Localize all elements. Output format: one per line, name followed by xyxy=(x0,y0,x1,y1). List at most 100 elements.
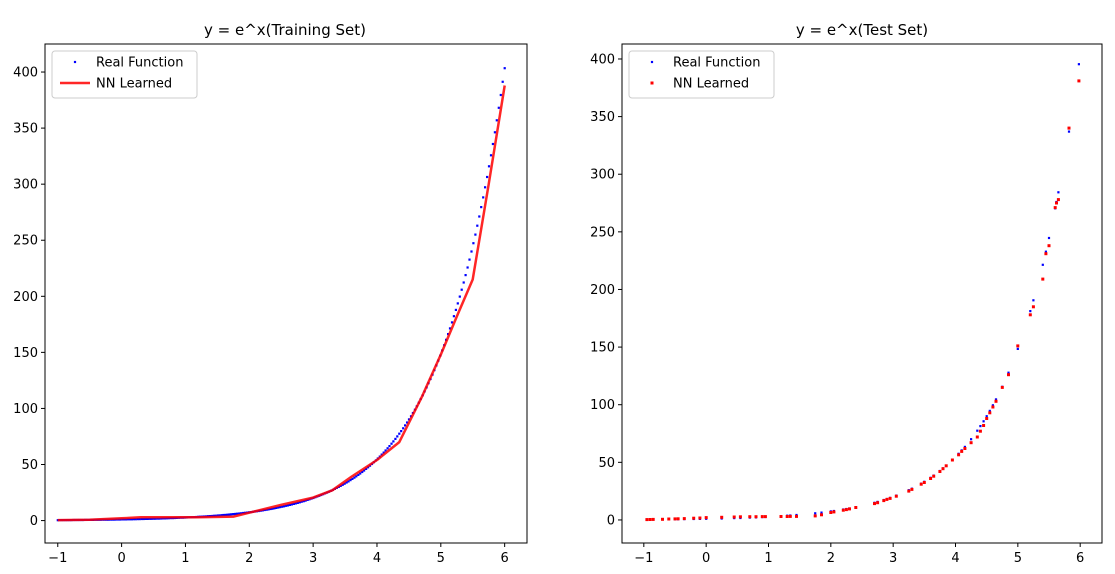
data-point xyxy=(394,437,397,440)
legend-point-marker xyxy=(73,60,77,64)
data-point xyxy=(400,430,403,433)
x-tick-label: 3 xyxy=(889,551,897,566)
data-point xyxy=(876,501,880,505)
data-point xyxy=(957,453,961,457)
data-point xyxy=(283,505,286,508)
y-tick-label: 0 xyxy=(30,514,38,529)
legend-box xyxy=(628,50,775,99)
data-point xyxy=(848,507,851,511)
data-point xyxy=(985,415,988,418)
data-point xyxy=(888,496,892,500)
legend: Real Function NN Learned xyxy=(628,50,775,99)
data-point xyxy=(472,242,475,245)
data-point xyxy=(1016,347,1019,350)
data-point xyxy=(240,512,243,515)
data-point xyxy=(140,517,143,521)
data-point xyxy=(150,517,153,520)
data-point xyxy=(234,512,237,515)
data-point xyxy=(907,489,911,493)
data-point xyxy=(1007,373,1010,377)
x-tick-label: 2 xyxy=(827,551,835,566)
x-tick-label: 6 xyxy=(501,551,509,566)
data-point xyxy=(365,467,368,470)
data-point xyxy=(224,513,227,516)
data-point xyxy=(271,507,274,510)
y-tick-label: 0 xyxy=(607,513,615,528)
data-point xyxy=(994,399,998,403)
data-point xyxy=(1047,236,1051,240)
x-tick-label: 1 xyxy=(181,551,189,566)
y-tick-label: 400 xyxy=(13,66,38,81)
data-point xyxy=(468,258,471,261)
data-point xyxy=(988,409,991,412)
data-point xyxy=(1057,191,1060,194)
data-point xyxy=(732,515,736,519)
x-tick-label: −1 xyxy=(634,551,653,566)
data-point xyxy=(1000,385,1004,389)
legend: Real Function NN Learned xyxy=(51,50,198,99)
data-point xyxy=(134,518,137,521)
data-point xyxy=(277,506,280,509)
nn-learned-line xyxy=(57,85,506,522)
data-point xyxy=(667,517,671,521)
data-point xyxy=(222,513,225,517)
data-point xyxy=(760,515,764,519)
data-point xyxy=(228,513,231,516)
data-point xyxy=(349,479,352,482)
data-point xyxy=(232,513,235,516)
y-tick-label: 200 xyxy=(590,283,615,298)
plot-frame xyxy=(44,43,528,544)
legend-label: NN Learned xyxy=(673,77,749,92)
data-point xyxy=(480,206,483,209)
data-point xyxy=(929,477,933,480)
data-point xyxy=(267,508,270,511)
data-point xyxy=(885,497,889,501)
legend-label: Real Function xyxy=(673,56,760,71)
data-point xyxy=(158,517,161,520)
data-point xyxy=(236,512,239,515)
data-point xyxy=(404,424,407,427)
data-point xyxy=(407,418,411,421)
data-point xyxy=(1028,313,1032,317)
series-nn-learned xyxy=(645,79,1081,522)
data-point xyxy=(1067,126,1071,130)
data-point xyxy=(279,506,282,509)
data-point xyxy=(136,518,139,521)
data-point xyxy=(491,142,494,146)
data-point xyxy=(156,517,159,520)
data-point xyxy=(969,441,973,445)
data-point xyxy=(788,514,792,518)
data-point xyxy=(392,440,395,443)
data-point xyxy=(353,476,356,479)
x-tick-label: 6 xyxy=(1076,551,1084,566)
data-point xyxy=(1044,252,1048,256)
data-point xyxy=(698,516,702,520)
data-point xyxy=(820,511,823,514)
data-point xyxy=(275,506,278,509)
series-real-function xyxy=(645,63,1080,521)
data-point xyxy=(454,308,457,311)
data-point xyxy=(154,517,157,520)
y-tick-label: 50 xyxy=(21,458,38,473)
data-point xyxy=(448,327,452,330)
series-nn-learned xyxy=(57,85,506,522)
data-point xyxy=(1029,310,1032,313)
data-point xyxy=(464,274,467,277)
data-point xyxy=(692,516,696,520)
data-point xyxy=(384,449,387,452)
x-tick-label: 2 xyxy=(245,551,253,566)
data-point xyxy=(813,514,817,518)
data-point xyxy=(991,405,995,409)
data-point xyxy=(296,501,299,504)
data-point xyxy=(456,302,459,305)
data-point xyxy=(501,80,504,83)
chart-title-training: y = e^x(Training Set) xyxy=(204,21,366,39)
data-point xyxy=(988,411,992,415)
data-point xyxy=(495,119,498,122)
legend-point-marker xyxy=(650,81,654,85)
data-point xyxy=(982,424,986,427)
chart-title-test: y = e^x(Test Set) xyxy=(796,21,928,39)
data-point xyxy=(220,514,223,517)
data-point xyxy=(216,514,219,517)
